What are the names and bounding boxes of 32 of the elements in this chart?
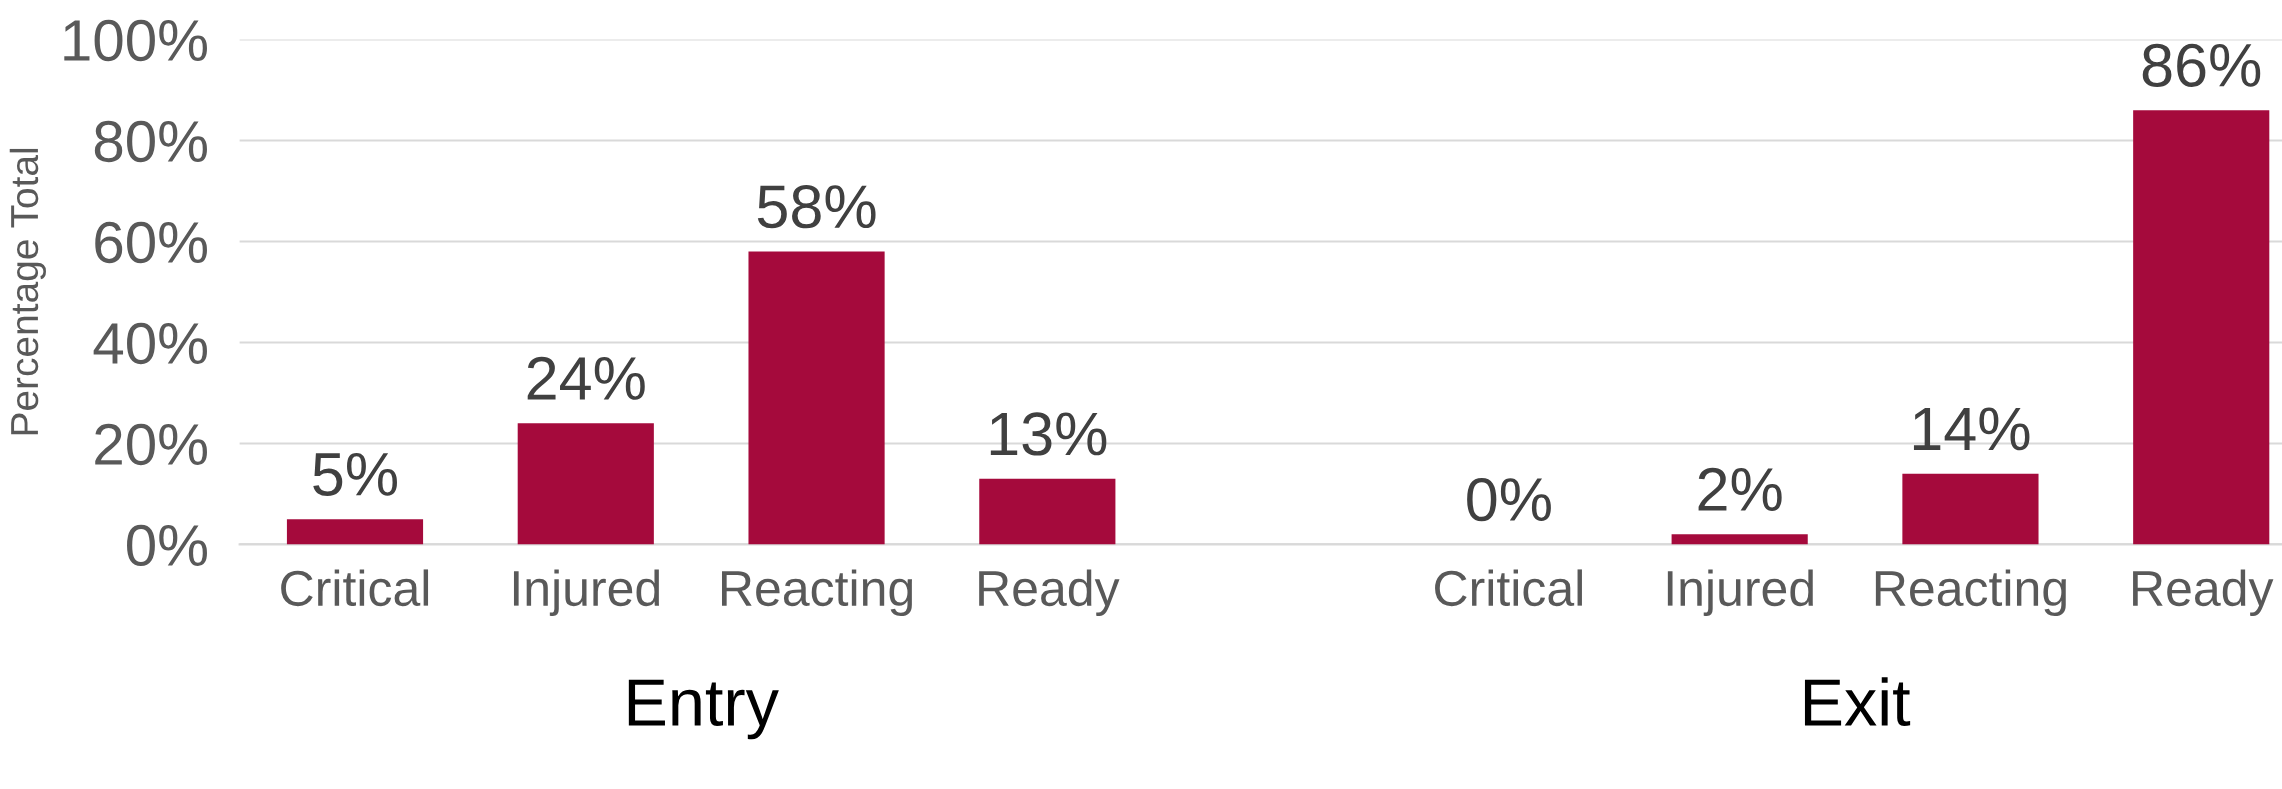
x-tick-label: Injured [1667, 569, 1813, 617]
y-tick-label: 60% [95, 221, 207, 264]
data-label: 2% [1698, 467, 1782, 511]
y-tick-label: 100% [64, 19, 207, 62]
y-tick-label: 80% [94, 120, 207, 163]
data-label: 5% [313, 452, 397, 496]
bar [517, 423, 654, 545]
x-tick-label: Injured [513, 569, 659, 617]
x-tick-label: Critical [1435, 569, 1582, 607]
y-tick-label: 20% [95, 423, 207, 466]
text: Exit [1804, 677, 1911, 727]
data-label: 0% [1467, 477, 1551, 522]
x-tick-label: Ready [2133, 569, 2274, 617]
bar [979, 478, 1116, 545]
data-label: 24% [527, 356, 645, 400]
bar [2133, 110, 2270, 545]
bar [286, 519, 424, 545]
y-tick-label: 0% [127, 524, 207, 567]
data-label: 86% [2142, 43, 2261, 87]
bar [1902, 473, 2039, 545]
text: Entry [628, 679, 779, 740]
data-label: 13% [990, 412, 1107, 456]
data-label: 58% [757, 185, 876, 229]
bar [1671, 534, 1808, 545]
bar [748, 251, 885, 545]
x-tick-label: Reacting [721, 569, 913, 617]
data-label: 14% [1913, 407, 2030, 451]
x-tick-label: Reacting [1875, 569, 2066, 617]
x-tick-label: Critical [281, 569, 429, 607]
x-tick-label: Ready [979, 569, 1120, 617]
y-tick-label: 40% [93, 322, 207, 365]
y-axis-title: Percentage Total [9, 148, 46, 435]
